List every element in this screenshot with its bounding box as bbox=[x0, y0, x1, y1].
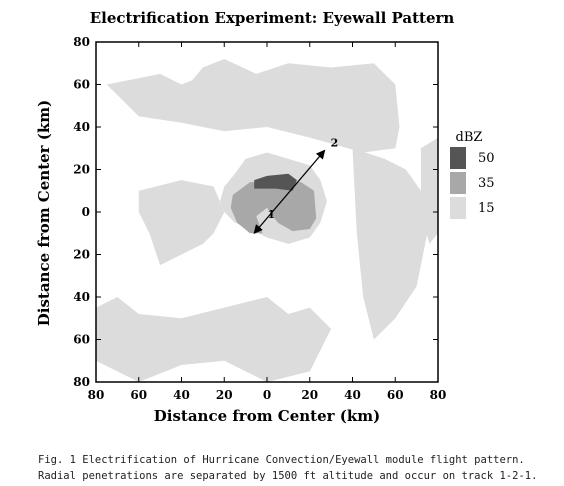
x-tick-label: 60 bbox=[130, 388, 147, 402]
reflectivity-region-15-dbz bbox=[420, 137, 438, 244]
reflectivity-region-15-dbz bbox=[96, 297, 332, 382]
x-axis-label: Distance from Center (km) bbox=[154, 407, 381, 425]
x-tick-label: 0 bbox=[263, 388, 271, 402]
y-axis-ticks: 80 60 40 20 0 20 40 60 80 bbox=[73, 35, 438, 389]
y-tick-label: 40 bbox=[73, 120, 90, 134]
y-axis-label: Distance from Center (km) bbox=[35, 100, 53, 327]
legend-title: dBZ bbox=[456, 130, 483, 145]
flight-track-line bbox=[253, 149, 326, 234]
y-tick-label: 80 bbox=[73, 375, 90, 389]
caption-line-2: Radial penetrations are separated by 150… bbox=[38, 470, 538, 482]
legend-swatch-15 bbox=[450, 197, 466, 219]
x-tick-label: 20 bbox=[216, 388, 233, 402]
x-tick-label: 40 bbox=[173, 388, 190, 402]
track-point-label-2: 2 bbox=[331, 137, 339, 150]
flight-track: 12 bbox=[253, 137, 339, 234]
y-tick-label: 40 bbox=[73, 290, 90, 304]
reflectivity-region-15-dbz bbox=[106, 59, 400, 153]
figure-caption: Fig. 1 Electrification of Hurricane Conv… bbox=[38, 452, 537, 484]
legend-label-35: 35 bbox=[478, 176, 495, 191]
legend-swatch-35 bbox=[450, 172, 466, 194]
chart-title: Electrification Experiment: Eyewall Patt… bbox=[90, 9, 455, 27]
caption-line-1: Fig. 1 Electrification of Hurricane Conv… bbox=[38, 454, 525, 466]
legend-label-50: 50 bbox=[478, 151, 495, 166]
legend-swatch-50 bbox=[450, 147, 466, 169]
y-tick-label: 60 bbox=[73, 78, 90, 92]
y-tick-label: 80 bbox=[73, 35, 90, 49]
x-tick-label: 80 bbox=[88, 388, 105, 402]
y-tick-label: 20 bbox=[73, 248, 90, 262]
x-tick-label: 80 bbox=[430, 388, 447, 402]
legend: dBZ 50 35 15 bbox=[450, 130, 495, 219]
y-tick-label: 60 bbox=[73, 333, 90, 347]
legend-label-15: 15 bbox=[478, 201, 495, 216]
x-tick-label: 20 bbox=[301, 388, 318, 402]
y-tick-label: 20 bbox=[73, 163, 90, 177]
x-tick-label: 40 bbox=[344, 388, 361, 402]
y-tick-label: 0 bbox=[82, 205, 90, 219]
track-point-label-1: 1 bbox=[267, 208, 275, 221]
plot-area: 12 bbox=[95, 41, 439, 383]
x-tick-label: 60 bbox=[387, 388, 404, 402]
reflectivity-region-15-dbz bbox=[352, 148, 428, 340]
x-axis-ticks: 80 60 40 20 0 20 40 60 80 bbox=[88, 42, 447, 402]
reflectivity-region-15-dbz bbox=[138, 180, 225, 266]
